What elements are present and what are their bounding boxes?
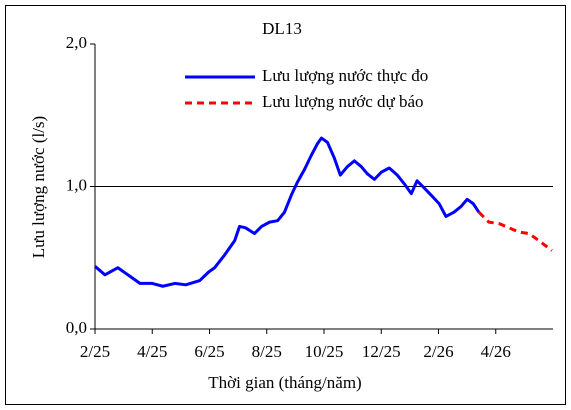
x-tick-label: 8/25 — [252, 342, 282, 361]
x-tick-label: 6/25 — [194, 342, 224, 361]
y-tick-label: 0,0 — [66, 318, 87, 337]
x-tick-label: 4/25 — [137, 342, 167, 361]
legend-label: Lưu lượng nước dự báo — [262, 92, 424, 111]
y-tick-label: 1,0 — [66, 175, 87, 194]
x-tick-label: 2/26 — [423, 342, 453, 361]
x-tick-label: 4/26 — [481, 342, 511, 361]
x-tick-label: 12/25 — [362, 342, 401, 361]
chart-title: DL13 — [262, 19, 302, 38]
x-axis-label: Thời gian (tháng/năm) — [208, 373, 361, 392]
legend-label: Lưu lượng nước thực đo — [262, 66, 428, 85]
x-tick-label: 2/25 — [80, 342, 110, 361]
series-line — [477, 211, 553, 252]
y-tick-label: 2,0 — [66, 33, 87, 52]
chart-border — [5, 5, 566, 405]
y-axis-label: Lưu lượng nước (l/s) — [29, 116, 48, 258]
x-tick-label: 10/25 — [305, 342, 344, 361]
series-line — [94, 136, 481, 288]
